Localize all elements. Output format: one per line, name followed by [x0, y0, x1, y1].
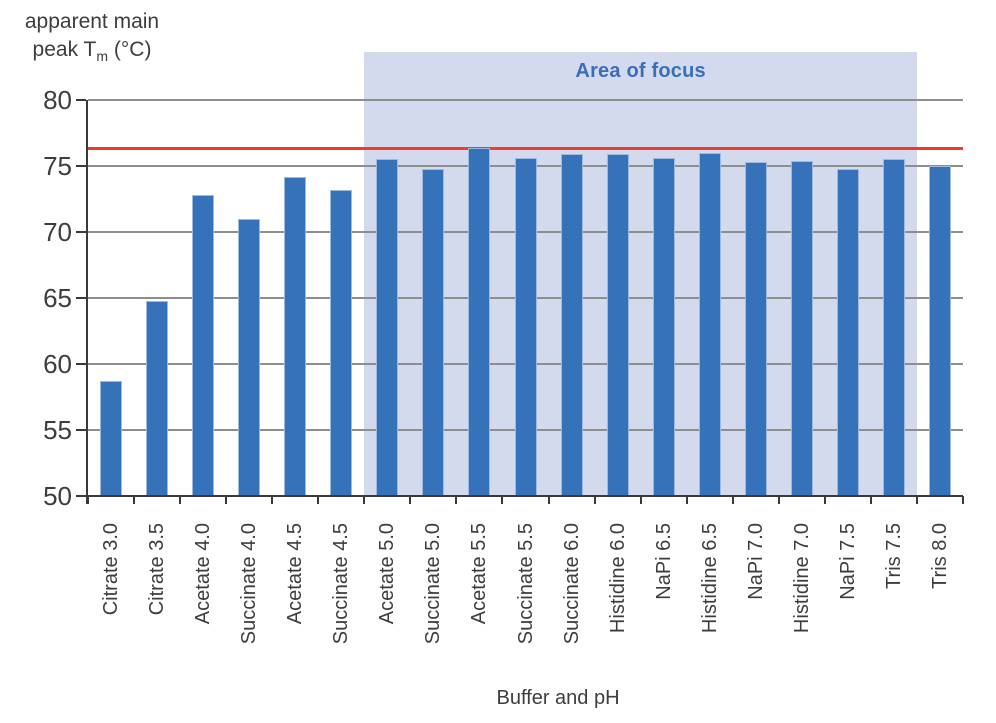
y-axis-title-line1: apparent main [24, 10, 160, 33]
bar-citrate-3-5 [146, 300, 169, 496]
x-category-label-succinate-6-0: Succinate 6.0 [560, 523, 583, 645]
y-tick-label-75: 75 [43, 151, 72, 181]
x-category-label-napi-7-0: NaPi 7.0 [744, 523, 767, 600]
x-axis-title: Buffer and pH [496, 687, 620, 709]
x-tick-16 [823, 496, 826, 504]
x-tick-18 [915, 496, 918, 504]
x-tick-17 [869, 496, 872, 504]
x-tick-9 [501, 496, 504, 504]
x-category-label-tris-8-0: Tris 8.0 [928, 523, 951, 589]
bar-histidine-6-0 [606, 154, 629, 496]
y-axis-line [86, 100, 88, 504]
x-category-label-acetate-5-5: Acetate 5.5 [468, 523, 491, 625]
y-tick-80 [76, 99, 86, 101]
y-axis-title-line2: peak Tm (°C) [32, 37, 152, 64]
x-category-label-succinate-5-0: Succinate 5.0 [422, 523, 445, 645]
y-axis-title: apparent main peak Tm (°C) [6, 8, 178, 65]
x-category-label-histidine-6-0: Histidine 6.0 [606, 523, 629, 634]
bar-succinate-4-0 [238, 218, 261, 496]
bar-succinate-6-0 [560, 154, 583, 496]
y-tick-50 [76, 495, 86, 497]
x-category-label-citrate-3-0: Citrate 3.0 [100, 523, 123, 616]
bar-acetate-4-0 [192, 195, 215, 496]
x-tick-10 [547, 496, 550, 504]
bar-acetate-5-5 [468, 147, 491, 496]
x-tick-1 [133, 496, 136, 504]
x-category-label-succinate-5-5: Succinate 5.5 [514, 523, 537, 645]
x-tick-13 [685, 496, 688, 504]
bar-tris-8-0 [928, 166, 951, 496]
x-tick-8 [455, 496, 458, 504]
x-category-label-napi-6-5: NaPi 6.5 [652, 523, 675, 600]
x-tick-14 [731, 496, 734, 504]
x-category-label-histidine-6-5: Histidine 6.5 [698, 523, 721, 634]
bar-succinate-5-5 [514, 158, 537, 496]
y-tick-label-65: 65 [43, 283, 72, 313]
x-category-label-acetate-4-5: Acetate 4.5 [284, 523, 307, 625]
x-tick-5 [317, 496, 320, 504]
y-tick-65 [76, 297, 86, 299]
y-tick-75 [76, 165, 86, 167]
x-tick-4 [271, 496, 274, 504]
focus-region: Area of focus [364, 52, 917, 496]
bar-tris-7-5 [882, 159, 905, 496]
bar-acetate-5-0 [376, 159, 399, 496]
bar-histidine-7-0 [790, 160, 813, 496]
x-tick-7 [409, 496, 412, 504]
y-tick-label-55: 55 [43, 415, 72, 445]
x-category-label-histidine-7-0: Histidine 7.0 [790, 523, 813, 634]
tm-subscript: m [96, 47, 109, 64]
y-tick-label-80: 80 [43, 85, 72, 115]
bar-citrate-3-0 [100, 381, 123, 496]
y-tick-70 [76, 231, 86, 233]
x-tick-12 [639, 496, 642, 504]
y-tick-label-60: 60 [43, 349, 72, 379]
bar-napi-7-5 [836, 168, 859, 496]
bar-napi-6-5 [652, 158, 675, 496]
x-category-label-acetate-4-0: Acetate 4.0 [192, 523, 215, 625]
y-tick-60 [76, 363, 86, 365]
x-axis-line [86, 495, 963, 497]
plot-area: Area of focus [76, 52, 964, 504]
x-tick-2 [179, 496, 182, 504]
bar-succinate-5-0 [422, 168, 445, 496]
bar-napi-7-0 [744, 162, 767, 496]
x-tick-3 [225, 496, 228, 504]
x-category-label-citrate-3-5: Citrate 3.5 [146, 523, 169, 616]
x-category-label-succinate-4-5: Succinate 4.5 [330, 523, 353, 645]
x-category-label-succinate-4-0: Succinate 4.0 [238, 523, 261, 645]
focus-region-label: Area of focus [575, 60, 706, 82]
reference-line [88, 147, 963, 151]
x-tick-0 [87, 496, 89, 504]
bar-acetate-4-5 [284, 176, 307, 496]
x-category-label-napi-7-5: NaPi 7.5 [836, 523, 859, 600]
y-tick-label-50: 50 [43, 481, 72, 511]
x-tick-15 [777, 496, 780, 504]
bar-succinate-4-5 [330, 189, 353, 496]
x-tick-11 [593, 496, 596, 504]
y-tick-55 [76, 429, 86, 431]
x-category-label-acetate-5-0: Acetate 5.0 [376, 523, 399, 625]
bar-histidine-6-5 [698, 152, 721, 496]
y-tick-label-70: 70 [43, 217, 72, 247]
gridline-80 [88, 99, 963, 101]
x-category-label-tris-7-5: Tris 7.5 [882, 523, 905, 589]
x-tick-6 [363, 496, 366, 504]
x-tick-19 [962, 496, 964, 504]
